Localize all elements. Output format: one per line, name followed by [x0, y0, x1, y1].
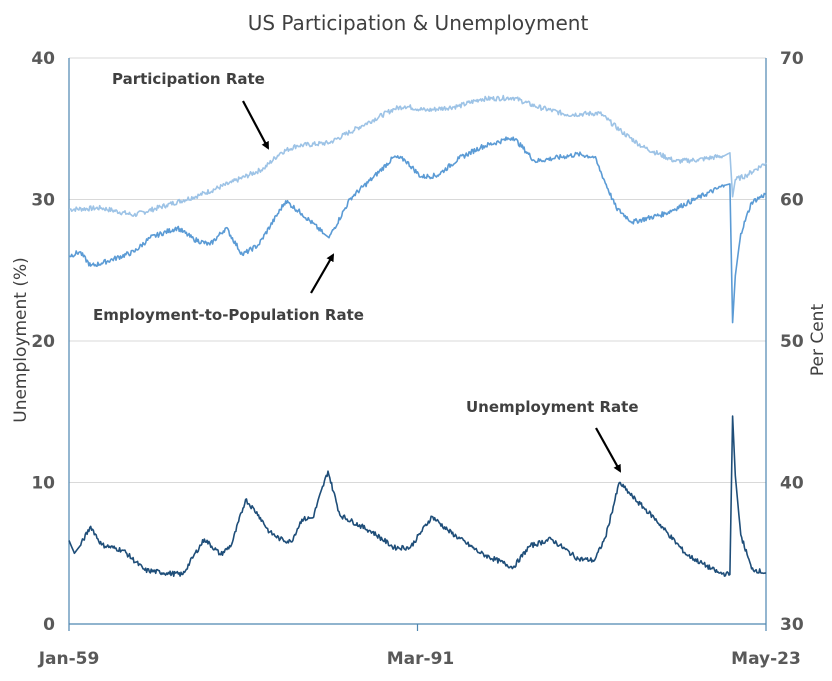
- chart-title: US Participation & Unemployment: [248, 11, 589, 35]
- series-lines: [68, 94, 767, 578]
- x-tick-label: Jan-59: [38, 649, 100, 669]
- y-right-tick-label: 60: [780, 191, 804, 211]
- x-tick-label: May-23: [731, 649, 801, 669]
- series-line-participation-rate: [69, 94, 767, 218]
- y-right-tick-label: 50: [780, 332, 804, 352]
- y-right-tick-label: 30: [780, 615, 804, 635]
- participation-rate-label: Participation Rate: [112, 70, 265, 88]
- y-left-tick-label: 40: [31, 49, 55, 69]
- employment-population-label: Employment-to-Population Rate: [93, 306, 364, 324]
- y-left-tick-label: 30: [31, 191, 55, 211]
- unemployment-rate-arrow: [595, 427, 621, 473]
- employment-population-arrow: [310, 253, 335, 294]
- y-right-tick-label: 40: [780, 474, 804, 494]
- y-left-tick-label: 0: [43, 615, 55, 635]
- series-line-unemployment-rate: [68, 415, 767, 578]
- axes: [68, 58, 767, 631]
- unemployment-rate-label: Unemployment Rate: [466, 398, 639, 416]
- participation-rate-arrow: [242, 100, 269, 150]
- y-left-tick-label: 10: [31, 474, 55, 494]
- y-right-tick-label: 70: [780, 49, 804, 69]
- x-tick-label: Mar-91: [387, 649, 455, 669]
- y-left-tick-label: 20: [31, 332, 55, 352]
- annotations: Participation Rate Employment-to-Populat…: [93, 70, 639, 473]
- y-axis-right-title: Per Cent: [808, 304, 828, 377]
- tick-labels: 0 10 20 30 40 30 40 50 60 70 Jan-59 Mar-91 May-23: [31, 49, 804, 669]
- y-axis-left-title: Unemployment (%): [11, 257, 31, 423]
- series-line-employment-to-population-rate: [68, 136, 767, 324]
- gridlines: [69, 57, 766, 483]
